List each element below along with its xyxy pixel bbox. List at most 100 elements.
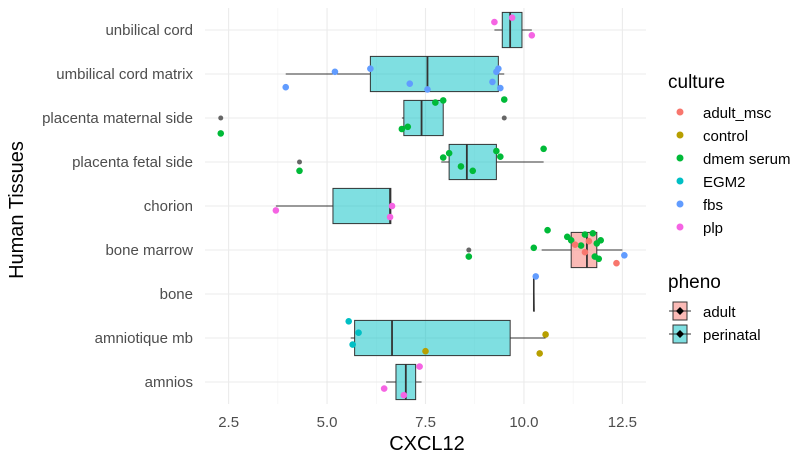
x-tick-label: 7.5 [415,414,436,431]
legend-key [676,330,684,338]
data-point [404,123,412,131]
box-umbilical-cord-matrix [285,55,505,93]
data-point [416,363,423,370]
data-point [536,350,543,357]
box-rect [448,143,497,181]
legend-key [676,154,684,162]
data-point [497,84,504,92]
data-point [491,18,498,26]
data-point [497,153,504,161]
data-point [621,251,628,259]
data-point [544,226,551,234]
legend-key [676,131,684,139]
box-rect [403,99,444,137]
x-tick-label: 10.0 [509,414,538,431]
box-rect [501,11,523,49]
legend-key [676,307,684,315]
data-point [380,385,388,392]
data-point [272,207,280,214]
x-tick-label: 5.0 [317,414,338,431]
legend-label: plp [703,220,723,237]
legend-label: EGM2 [703,174,746,191]
legend-pheno: pheno adult perinatal [668,272,761,344]
data-point [589,229,597,237]
box-placenta-fetal-side [441,143,544,181]
data-point [367,65,374,73]
x-tick-labels: 2.5 5.0 7.5 10.0 12.5 [218,414,637,431]
legend-key [676,200,684,208]
data-point [217,130,225,137]
data-point [571,241,579,249]
legend-culture-title: culture [668,72,725,93]
y-tick-label: placenta maternal side [42,110,193,127]
data-point [388,202,396,210]
data-point [577,242,585,249]
data-point [508,14,516,21]
box-placenta-maternal-side [401,99,444,137]
legend-key [676,177,684,185]
points [217,14,628,399]
legend-key [676,223,684,231]
y-tick-label: chorion [144,198,193,215]
y-axis-title: Human Tissues [6,141,28,279]
y-tick-label: bone marrow [105,242,193,259]
data-point [540,145,547,153]
box-rect [369,55,499,93]
data-point [493,147,500,155]
box-chorion [275,187,393,225]
data-point [542,331,549,338]
legend-label: dmem serum [703,151,791,168]
data-point [349,341,356,348]
y-tick-label: amnios [145,374,193,391]
data-point [595,255,603,263]
y-tick-label: unbilical cord [105,22,193,39]
legend-label: control [703,128,748,145]
data-point [398,125,406,133]
x-axis-title: CXCL12 [389,433,465,455]
legend-label: adult_msc [703,105,772,122]
box-amnios [386,363,422,401]
data-point [406,80,414,87]
y-tick-label: umbilical cord matrix [56,66,193,83]
data-point [500,96,508,103]
outlier-point [501,115,507,121]
legend-key [676,108,684,116]
y-tick-label: amniotique mb [95,330,193,347]
x-tick-label: 12.5 [608,414,637,431]
box-bone-marrow [541,231,623,269]
data-point [282,83,290,91]
data-point [439,154,447,161]
legend-label: fbs [703,197,723,214]
data-point [422,347,429,355]
data-point [530,244,538,252]
data-point [439,97,447,104]
data-point [469,167,477,175]
data-point [424,86,431,93]
outlier-point [218,115,224,121]
box-bone [532,276,535,312]
data-point [532,273,540,280]
legend-label: perinatal [703,327,761,344]
outlier-point [466,247,472,253]
y-tick-label: bone [160,286,193,303]
data-point [400,391,408,399]
outlier-point [297,159,302,165]
data-point [386,213,394,221]
data-point [581,248,589,256]
data-point [567,237,575,244]
data-point [528,31,536,39]
box-rect [354,319,511,357]
legend-label: adult [703,304,736,321]
y-tick-labels: amnios amniotique mb bone bone marrow chorio… [42,22,193,391]
boxes [275,11,623,401]
data-point [345,317,353,325]
data-point [489,78,496,86]
data-point [331,68,339,76]
data-point [296,167,303,175]
data-point [585,237,593,245]
box-unbilical-cord [494,11,532,49]
data-point [597,237,605,244]
data-point [457,163,465,170]
